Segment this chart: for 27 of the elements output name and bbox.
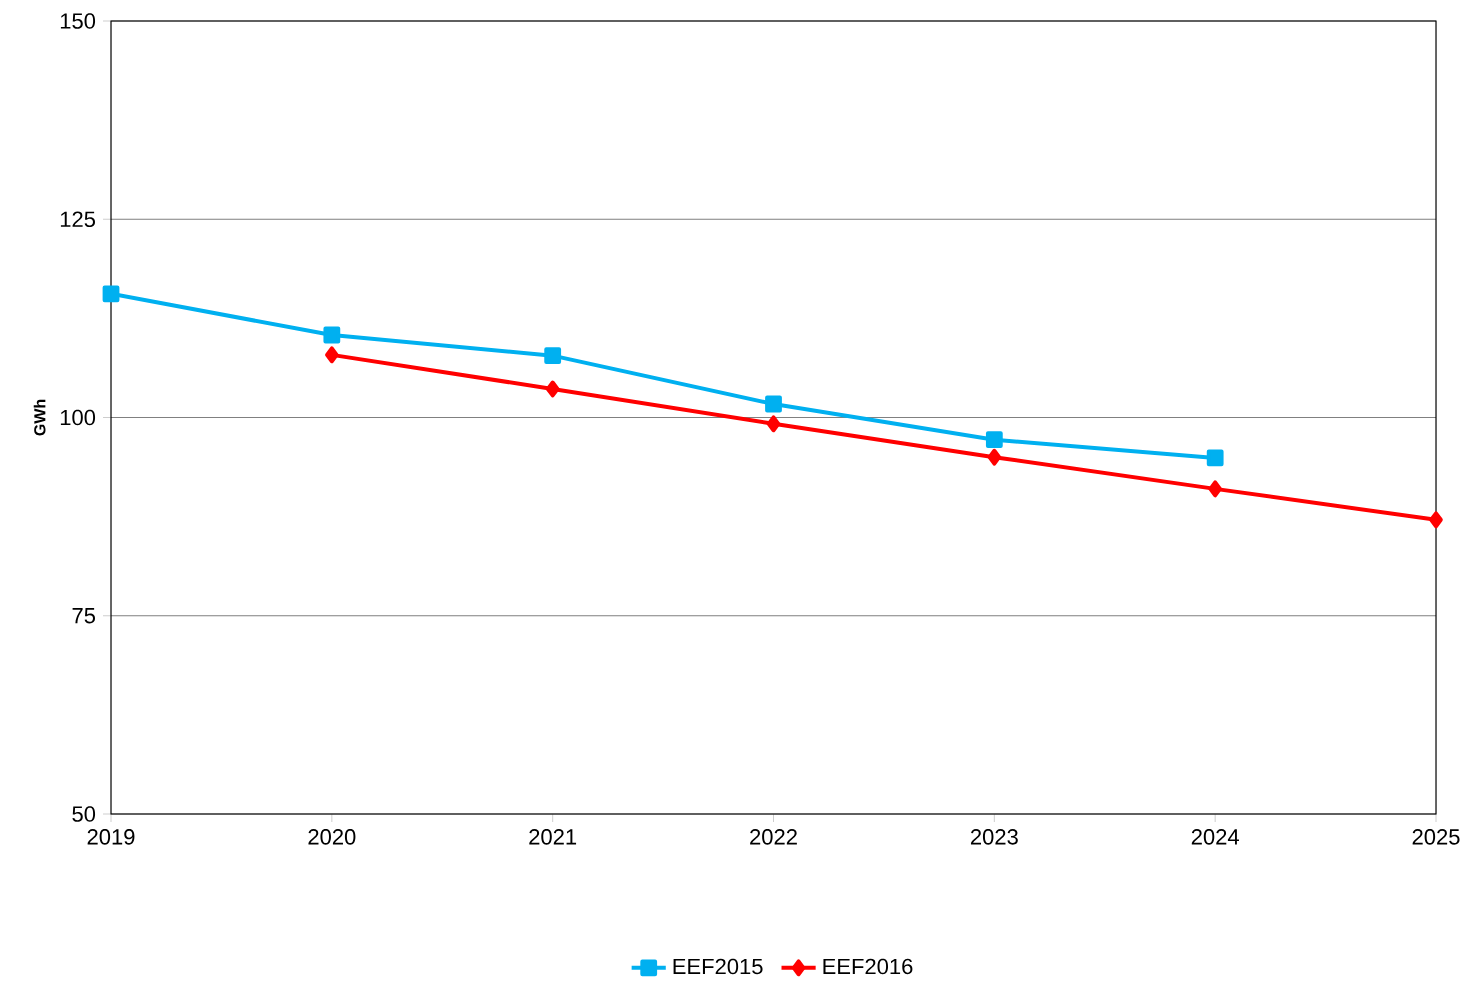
point [102, 285, 120, 303]
point [1429, 511, 1443, 529]
y-tick-label: 125 [60, 211, 95, 228]
x-tick-label: 2021 [529, 829, 577, 845]
x-tick-label: 2023 [970, 829, 1018, 845]
point [987, 448, 1002, 466]
point [545, 380, 560, 398]
point [544, 347, 562, 365]
x-tick-label: 2022 [750, 829, 797, 845]
point [766, 415, 781, 433]
x-tick-label: 2020 [308, 829, 356, 845]
y-tick-label: 50 [72, 806, 96, 822]
point [323, 326, 341, 344]
x-tick-label: 2025 [1412, 829, 1460, 845]
point [985, 431, 1003, 449]
x-tick-label: 2019 [87, 829, 135, 845]
point [765, 395, 782, 413]
y-axis-title: GWh [33, 399, 46, 436]
y-tick-label: 100 [60, 409, 96, 426]
point [325, 346, 339, 364]
legend-label: EEF2016 [823, 958, 913, 975]
y-tick-label: 75 [72, 608, 95, 624]
point [1206, 449, 1224, 467]
y-tick-label: 150 [60, 13, 96, 29]
x-tick-label: 2024 [1191, 829, 1239, 845]
point [1208, 480, 1222, 498]
legend-label: EEF2015 [673, 958, 763, 975]
